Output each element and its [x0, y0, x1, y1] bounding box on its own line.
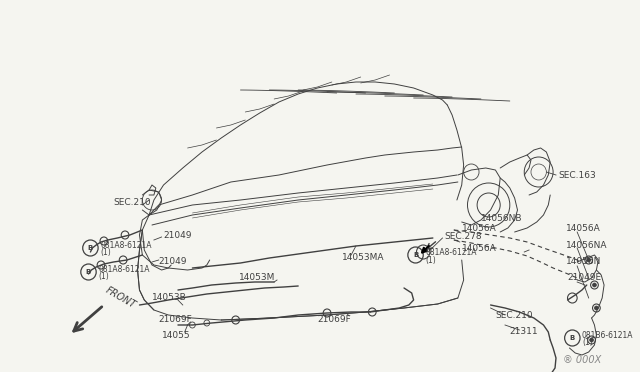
Text: 14056A: 14056A: [566, 224, 600, 232]
Text: 081A8-6121A: 081A8-6121A: [100, 241, 152, 250]
Text: (1): (1): [98, 273, 109, 282]
Text: SEC.210: SEC.210: [495, 311, 533, 320]
Text: 21049E: 21049E: [568, 273, 602, 282]
Text: B: B: [88, 245, 93, 251]
Text: B: B: [86, 269, 91, 275]
Text: B: B: [570, 335, 575, 341]
Text: (1): (1): [100, 248, 111, 257]
Text: 14056NB: 14056NB: [481, 214, 522, 222]
Circle shape: [593, 283, 596, 287]
Text: ® 000X: ® 000X: [563, 355, 601, 365]
Text: 21049: 21049: [159, 257, 188, 266]
Text: 14056A: 14056A: [461, 244, 497, 253]
Text: 081B6-6121A: 081B6-6121A: [582, 330, 634, 340]
Text: 14056A: 14056A: [461, 224, 497, 232]
Circle shape: [589, 338, 593, 342]
Text: B: B: [413, 252, 418, 258]
Text: SEC.210: SEC.210: [113, 198, 151, 206]
Circle shape: [595, 306, 598, 310]
Text: 14055: 14055: [162, 330, 190, 340]
Text: FRONT: FRONT: [104, 285, 138, 311]
Text: 081A8-6121A: 081A8-6121A: [98, 264, 150, 273]
Circle shape: [587, 258, 591, 262]
Text: (1): (1): [425, 256, 436, 264]
Text: 14056NA: 14056NA: [566, 241, 607, 250]
Text: 21049: 21049: [164, 231, 192, 240]
Text: SEC.278: SEC.278: [444, 231, 482, 241]
Text: 21069F: 21069F: [159, 315, 193, 324]
Text: 14053B: 14053B: [152, 294, 187, 302]
Text: 14056N: 14056N: [566, 257, 601, 266]
Text: 21311: 21311: [510, 327, 538, 337]
Text: SEC.163: SEC.163: [558, 170, 596, 180]
Text: (1): (1): [582, 339, 593, 347]
Text: 081A8-6121A: 081A8-6121A: [425, 247, 477, 257]
Text: 14053M: 14053M: [239, 273, 275, 282]
Text: 14053MA: 14053MA: [342, 253, 384, 263]
Text: 21069F: 21069F: [317, 315, 351, 324]
